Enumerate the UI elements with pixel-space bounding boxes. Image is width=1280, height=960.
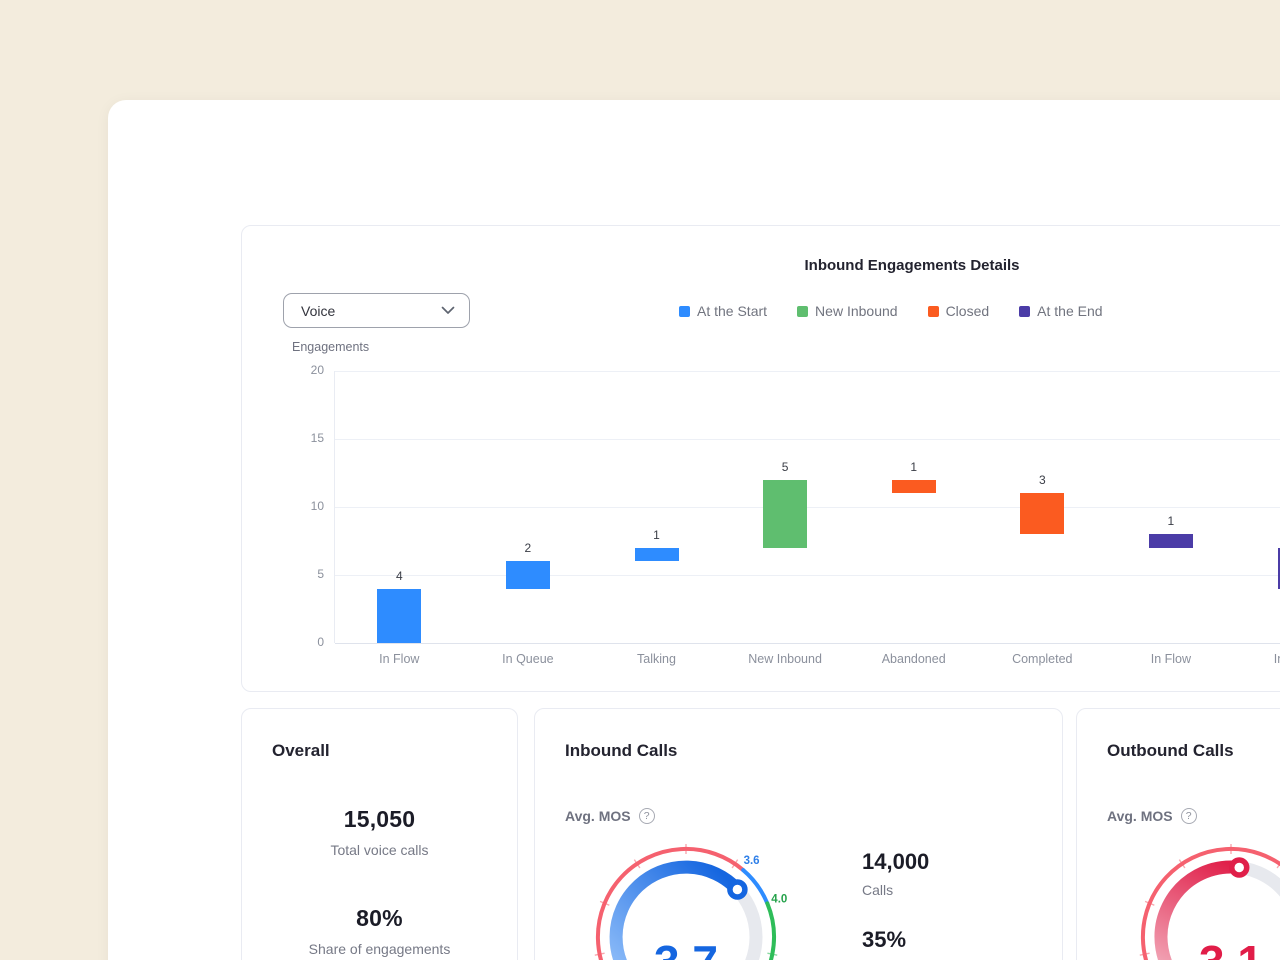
inbound-avg-mos-row: Avg. MOS ?: [565, 808, 655, 824]
x-axis-category-label: In Flow: [379, 652, 420, 666]
bar-value-label: 1: [653, 527, 660, 542]
gridline: [335, 439, 1280, 440]
waterfall-bar[interactable]: [1020, 493, 1065, 535]
chart-title: Inbound Engagements Details: [804, 257, 1020, 274]
legend-label: At the End: [1037, 303, 1103, 319]
x-axis-category-label: In Queue: [1273, 652, 1280, 666]
y-axis-tick-label: 20: [310, 363, 324, 377]
outbound-calls-card: Outbound Calls Avg. MOS ? 1.03.64.05.03.…: [1076, 708, 1280, 960]
overall-card: Overall 15,050 Total voice calls 80% Sha…: [241, 708, 518, 960]
inbound-mos-gauge: 1.03.64.05.03.7OK: [561, 839, 811, 960]
avg-mos-label: Avg. MOS: [1107, 808, 1173, 824]
y-axis-tick-label: 10: [310, 499, 324, 513]
legend-swatch-icon: [927, 305, 939, 317]
outbound-calls-title: Outbound Calls: [1107, 741, 1234, 760]
bar-value-label: 2: [524, 541, 532, 556]
y-axis-tick-label: 0: [317, 635, 324, 649]
waterfall-bar[interactable]: [891, 479, 936, 494]
legend-swatch-icon: [1019, 305, 1031, 317]
bar-value-label: 3: [1270, 528, 1280, 542]
waterfall-bar[interactable]: [763, 479, 808, 548]
avg-mos-label: Avg. MOS: [565, 808, 631, 824]
share-of-engagements-stat: 80% Share of engagements: [242, 905, 517, 957]
x-axis-line: [335, 643, 1280, 644]
y-axis-tick-label: 15: [310, 431, 324, 445]
dashboard-panel: Inbound Engagements Details Voice At the…: [108, 100, 1280, 960]
waterfall-bar[interactable]: [1277, 547, 1280, 589]
x-axis-category-label: In Queue: [502, 652, 554, 666]
total-voice-calls-value: 15,050: [343, 806, 416, 832]
legend-item-at-the-start[interactable]: At the Start: [679, 303, 767, 319]
chart-legend: At the Start New Inbound Closed At the End: [679, 303, 1103, 319]
inbound-calls-count-label: Calls: [862, 882, 894, 898]
legend-item-new-inbound[interactable]: New Inbound: [797, 303, 898, 319]
x-axis-category-label: Talking: [637, 652, 676, 666]
legend-item-at-the-end[interactable]: At the End: [1019, 303, 1103, 319]
outbound-mos-gauge: 1.03.64.05.03.1Bad: [1106, 839, 1280, 960]
outbound-avg-mos-row: Avg. MOS ?: [1107, 808, 1197, 824]
help-icon[interactable]: ?: [638, 808, 655, 824]
x-axis-category-label: New Inbound: [748, 652, 822, 666]
legend-label: At the Start: [697, 303, 768, 319]
bad-calls-percent: 35%: [862, 927, 907, 952]
legend-swatch-icon: [679, 305, 690, 317]
channel-dropdown-value: Voice: [301, 302, 336, 319]
gridline: [335, 507, 1280, 508]
bar-value-label: 1: [1167, 514, 1175, 529]
y-axis-tick-label: 5: [317, 567, 324, 581]
legend-item-closed[interactable]: Closed: [927, 303, 990, 319]
inbound-side-stats: 14,000 Calls 35% Bad calls Drill In: [862, 849, 1016, 960]
y-axis-title: Engagements: [292, 340, 370, 354]
inbound-calls-title: Inbound Calls: [565, 741, 678, 760]
share-of-engagements-value: 80%: [356, 905, 403, 931]
gridline: [335, 371, 1280, 372]
inbound-calls-card: Inbound Calls Avg. MOS ? 1.03.64.05.03.7…: [534, 708, 1063, 960]
waterfall-bar[interactable]: [634, 547, 679, 562]
bar-value-label: 5: [781, 459, 789, 474]
legend-swatch-icon: [797, 305, 809, 317]
overall-card-title: Overall: [272, 741, 330, 760]
svg-text:3.6: 3.6: [744, 855, 760, 867]
total-voice-calls-stat: 15,050 Total voice calls: [242, 806, 517, 858]
share-of-engagements-label: Share of engagements: [308, 941, 451, 957]
help-icon[interactable]: ?: [1180, 808, 1197, 824]
waterfall-bar[interactable]: [1148, 534, 1193, 548]
x-axis-category-label: Abandoned: [881, 652, 946, 666]
svg-text:3.1: 3.1: [1199, 936, 1263, 960]
legend-label: Closed: [945, 303, 990, 319]
waterfall-bar[interactable]: [377, 588, 422, 643]
svg-text:4.0: 4.0: [771, 893, 787, 905]
gridline: [335, 575, 1280, 576]
inbound-calls-count: 14,000: [862, 849, 930, 874]
chevron-down-icon: [441, 306, 455, 314]
waterfall-bar[interactable]: [505, 561, 550, 589]
bar-value-label: 1: [910, 459, 918, 474]
bar-value-label: 3: [1038, 473, 1046, 488]
bar-value-label: 4: [395, 568, 403, 583]
legend-label: New Inbound: [815, 303, 898, 319]
chart-card: Inbound Engagements Details Voice At the…: [241, 225, 1280, 692]
x-axis-category-label: In Flow: [1150, 652, 1192, 666]
total-voice-calls-label: Total voice calls: [330, 842, 429, 858]
svg-text:3.7: 3.7: [654, 936, 718, 960]
x-axis-category-label: Completed: [1012, 652, 1073, 666]
channel-dropdown[interactable]: Voice: [283, 293, 470, 328]
